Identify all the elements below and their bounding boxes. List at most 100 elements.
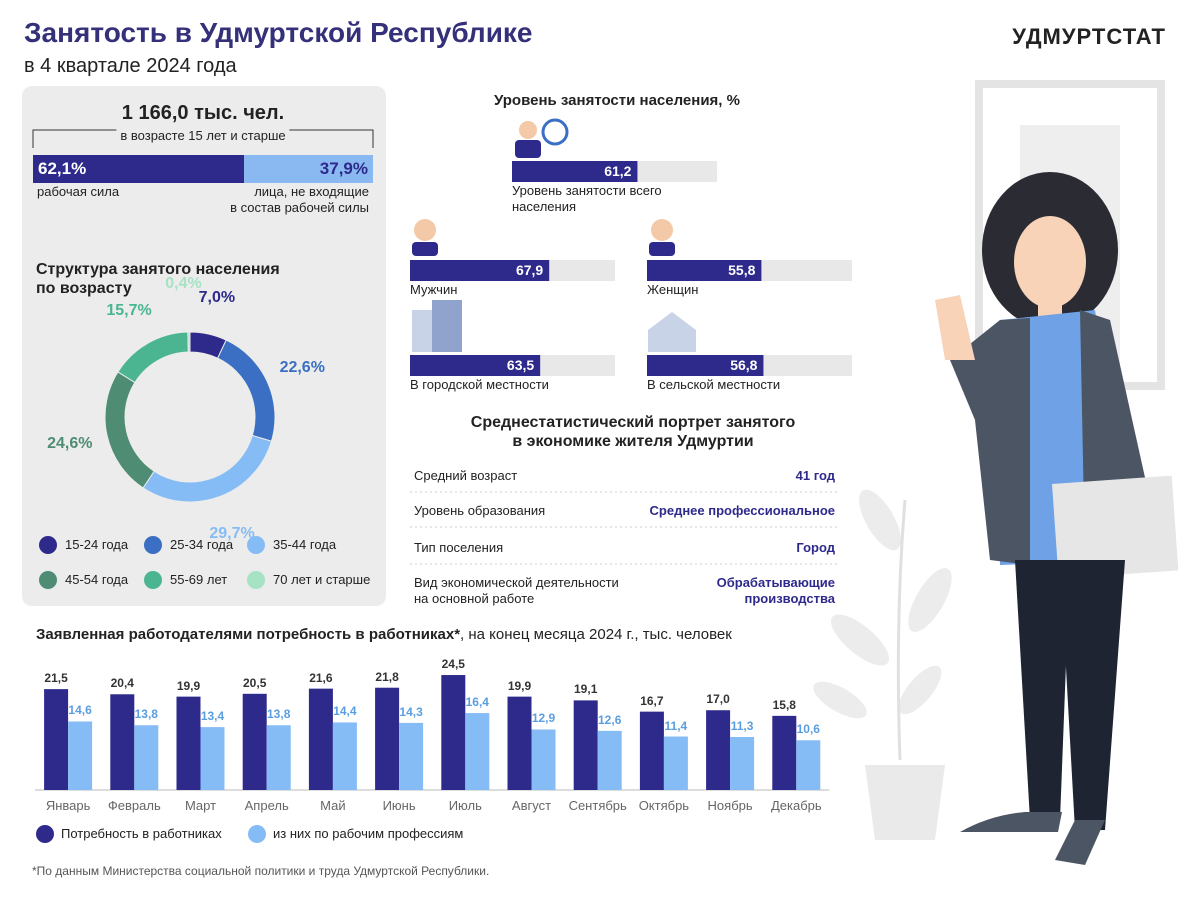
- value-label: 15,8: [772, 697, 796, 712]
- legend-label: 15-24 года: [65, 537, 129, 552]
- bar: [573, 700, 598, 790]
- portrait-label: Вид экономической деятельности на основн…: [414, 575, 619, 606]
- bar: [68, 721, 93, 790]
- bar: [134, 725, 159, 790]
- bar: [399, 722, 424, 790]
- legend-swatch: [144, 536, 162, 554]
- bar: [512, 161, 638, 182]
- chart-title: Уровень занятости населения, %: [494, 92, 740, 109]
- category-label: Женщин: [647, 282, 699, 297]
- x-tick-label: Ноябрь: [707, 798, 753, 813]
- value-label: 63,5: [506, 357, 535, 373]
- value-label: 15,7%: [106, 302, 152, 320]
- x-tick-label: Май: [320, 798, 346, 813]
- bar: [332, 722, 357, 790]
- title: Занятость в Удмуртской Республике: [24, 17, 533, 48]
- bar: [410, 260, 550, 281]
- bar: [507, 696, 532, 790]
- x-tick-label: Октябрь: [638, 798, 690, 813]
- value-label: 20,5: [243, 675, 267, 690]
- value-label: 20,4: [110, 676, 134, 691]
- icons: [412, 118, 696, 352]
- illustration: [813, 80, 1179, 865]
- bar: [200, 727, 225, 790]
- chart-subtitle: , на конец месяца 2024 г., тыс. человек: [460, 626, 732, 643]
- value-label: 14,6: [68, 703, 92, 718]
- category-label: лица, не входящие в состав рабочей силы: [230, 184, 369, 216]
- value-label: 16,4: [465, 695, 489, 710]
- category-label: Мужчин: [410, 282, 458, 297]
- labor-note: в возрасте 15 лет и старше: [116, 128, 290, 144]
- legend-swatch: [247, 536, 265, 554]
- x-tick-label: Январь: [45, 798, 91, 813]
- value-label: 13,8: [134, 707, 158, 722]
- bar: [266, 725, 291, 790]
- bar: [375, 687, 400, 790]
- value-label: 0,4%: [165, 275, 202, 292]
- bar: [597, 730, 622, 790]
- chart-title: Структура занятого населения по возрасту: [36, 261, 280, 298]
- portrait-label: Уровень образования: [414, 503, 546, 518]
- legend-label: Потребность в работниках: [61, 826, 222, 841]
- value-label: 19,9: [507, 678, 532, 693]
- logo: УДМУРТСТАТ: [1012, 24, 1166, 49]
- x-tick-label: Апрель: [244, 798, 289, 813]
- x-tick-label: Август: [511, 798, 552, 813]
- category-label: В городской местности: [410, 377, 549, 392]
- value-label: 37,9%: [319, 159, 368, 178]
- value-label: 21,6: [309, 670, 333, 685]
- portrait-value: Город: [796, 540, 835, 555]
- value-label: 56,8: [730, 357, 758, 373]
- value-label: 16,7: [640, 693, 664, 708]
- portrait-label: Средний возраст: [414, 468, 518, 483]
- value-label: 14,4: [333, 704, 357, 719]
- x-tick-label: Июнь: [382, 798, 416, 813]
- bar-segment: [244, 155, 373, 183]
- portrait-label: Тип поселения: [414, 540, 504, 555]
- value-label: 12,6: [598, 712, 622, 727]
- portrait-value: 41 год: [795, 468, 835, 483]
- bar: [772, 715, 797, 790]
- value-label: 19,1: [574, 682, 598, 697]
- bar: [441, 675, 466, 790]
- value-label: 62,1%: [38, 159, 87, 178]
- value-label: 24,6%: [47, 435, 93, 453]
- value-label: 17,0: [706, 692, 730, 707]
- value-label: 13,4: [200, 709, 225, 724]
- legend-label: 45-54 года: [65, 572, 129, 587]
- x-tick-label: Июль: [448, 798, 482, 813]
- legend-swatch: [248, 825, 266, 843]
- value-label: 19,9: [176, 678, 201, 693]
- value-label: 11,3: [730, 718, 754, 733]
- legend-swatch: [247, 571, 265, 589]
- portrait-value: Обрабатывающие производства: [716, 575, 835, 606]
- value-label: 22,6%: [279, 358, 325, 376]
- value-label: 24,5: [441, 657, 465, 672]
- legend-label: 35-44 года: [273, 537, 337, 552]
- portrait-value: Среднее профессиональное: [649, 503, 835, 518]
- bar: [465, 713, 490, 790]
- value-label: 12,9: [531, 711, 556, 726]
- value-label: 7,0%: [198, 288, 236, 306]
- x-tick-label: Февраль: [107, 798, 161, 813]
- bar: [410, 355, 541, 376]
- footnote: *По данным Министерства социальной полит…: [32, 864, 490, 878]
- bar-segment: [33, 155, 245, 183]
- bar: [647, 260, 762, 281]
- legend-label: 70 лет и старше: [273, 572, 371, 587]
- value-label: 67,9: [515, 262, 544, 278]
- bar: [796, 740, 821, 790]
- bar: [531, 729, 556, 790]
- chart-title: Заявленная работодателями потребность в …: [36, 626, 461, 643]
- legend-label: 55-69 лет: [170, 572, 228, 587]
- chart-heading: Заявленная работодателями потребность в …: [36, 626, 732, 644]
- value-label: 13,8: [267, 707, 291, 722]
- value-label: 61,2: [604, 163, 632, 179]
- value-label: 11,4: [664, 718, 688, 733]
- legend-label: 25-34 года: [170, 537, 234, 552]
- legend-label: из них по рабочим профессиям: [273, 826, 464, 841]
- category-label: В сельской местности: [647, 377, 781, 392]
- bar: [663, 736, 688, 790]
